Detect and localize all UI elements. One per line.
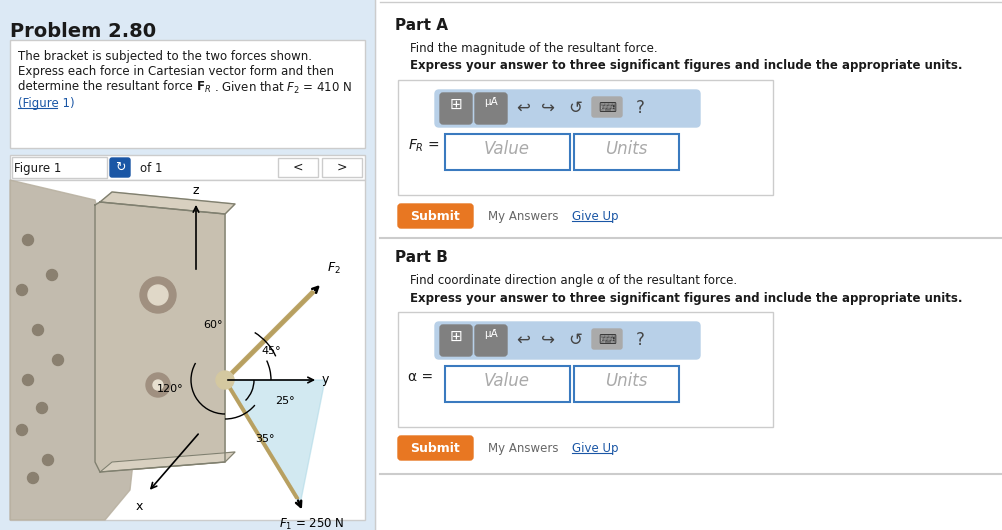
Text: 120°: 120° — [157, 384, 183, 394]
Text: ?: ? — [635, 99, 644, 117]
FancyBboxPatch shape — [398, 204, 473, 228]
Text: $F_1$ = 250 N: $F_1$ = 250 N — [279, 517, 345, 530]
Text: determine the resultant force: determine the resultant force — [18, 80, 196, 93]
Text: Units: Units — [605, 372, 647, 390]
Text: The bracket is subjected to the two forces shown.: The bracket is subjected to the two forc… — [18, 50, 312, 63]
Text: of 1: of 1 — [140, 162, 162, 175]
Text: 25°: 25° — [275, 396, 295, 406]
Text: ⌨: ⌨ — [598, 334, 616, 347]
Text: Units: Units — [605, 140, 647, 158]
Text: ↪: ↪ — [541, 99, 555, 117]
Text: Find the magnitude of the resultant force.: Find the magnitude of the resultant forc… — [410, 42, 657, 55]
Bar — [445, 134, 570, 170]
Text: μȦ: μȦ — [484, 97, 498, 107]
Bar — [398, 312, 773, 427]
FancyBboxPatch shape — [592, 329, 622, 349]
Text: ↩: ↩ — [516, 331, 530, 349]
Text: Value: Value — [484, 372, 530, 390]
Text: μȦ: μȦ — [484, 329, 498, 339]
Text: ⊞: ⊞ — [450, 329, 462, 344]
FancyBboxPatch shape — [475, 325, 507, 356]
Text: Express each force in Cartesian vector form and then: Express each force in Cartesian vector f… — [18, 65, 334, 78]
Circle shape — [32, 324, 43, 335]
Circle shape — [16, 425, 27, 436]
Polygon shape — [95, 202, 225, 472]
FancyBboxPatch shape — [592, 97, 622, 117]
Polygon shape — [225, 380, 325, 505]
Bar — [12, 157, 107, 178]
Bar — [322, 158, 362, 177]
Text: ⊞: ⊞ — [450, 97, 462, 112]
Text: <: < — [293, 161, 304, 173]
Text: $F_2$: $F_2$ — [327, 261, 341, 276]
Circle shape — [46, 269, 57, 280]
Polygon shape — [10, 180, 140, 520]
Text: ↺: ↺ — [568, 331, 582, 349]
Text: ⌨: ⌨ — [598, 102, 616, 115]
Circle shape — [16, 285, 27, 296]
Text: ↺: ↺ — [568, 99, 582, 117]
Text: Submit: Submit — [410, 442, 460, 455]
Text: $\mathbf{F}_{R}$: $\mathbf{F}_{R}$ — [196, 80, 211, 95]
Circle shape — [22, 234, 33, 245]
Bar — [574, 134, 679, 170]
Bar — [278, 158, 318, 177]
Text: >: > — [337, 161, 348, 173]
Text: α =: α = — [408, 370, 433, 384]
Bar — [574, 366, 679, 402]
Text: Express your answer to three significant figures and include the appropriate uni: Express your answer to three significant… — [410, 59, 963, 72]
FancyBboxPatch shape — [435, 90, 700, 127]
Bar — [398, 80, 773, 195]
Text: Part A: Part A — [395, 18, 448, 33]
Circle shape — [140, 277, 176, 313]
Text: Problem 2.80: Problem 2.80 — [10, 22, 156, 41]
Text: ↪: ↪ — [541, 331, 555, 349]
Text: ↩: ↩ — [516, 99, 530, 117]
Circle shape — [22, 375, 33, 385]
FancyBboxPatch shape — [110, 158, 130, 177]
Text: $F_R$ =: $F_R$ = — [408, 138, 440, 154]
Text: My Answers: My Answers — [488, 442, 558, 455]
Bar — [445, 366, 570, 402]
Text: z: z — [192, 184, 199, 197]
Text: ?: ? — [635, 331, 644, 349]
Text: (Figure 1): (Figure 1) — [18, 97, 74, 110]
Text: Submit: Submit — [410, 210, 460, 223]
Circle shape — [153, 380, 163, 390]
Circle shape — [52, 355, 63, 366]
Text: 35°: 35° — [255, 434, 275, 444]
Text: ↻: ↻ — [115, 161, 125, 173]
Text: Figure 1: Figure 1 — [14, 162, 61, 175]
Text: . Given that $F_2$ = 410 N: . Given that $F_2$ = 410 N — [214, 80, 353, 96]
Circle shape — [216, 371, 234, 389]
FancyBboxPatch shape — [440, 325, 472, 356]
Text: Value: Value — [484, 140, 530, 158]
Text: Find coordinate direction angle α of the resultant force.: Find coordinate direction angle α of the… — [410, 274, 737, 287]
FancyBboxPatch shape — [398, 436, 473, 460]
Bar — [10, 40, 365, 148]
FancyBboxPatch shape — [435, 322, 700, 359]
Text: Express your answer to three significant figures and include the appropriate uni: Express your answer to three significant… — [410, 292, 963, 305]
Circle shape — [42, 455, 53, 465]
Circle shape — [146, 373, 170, 397]
Text: My Answers: My Answers — [488, 210, 558, 223]
Text: 60°: 60° — [203, 320, 222, 330]
Text: Give Up: Give Up — [572, 210, 618, 223]
Circle shape — [27, 473, 38, 483]
Polygon shape — [100, 452, 235, 472]
Text: y: y — [322, 374, 330, 386]
Text: x: x — [135, 500, 143, 513]
Circle shape — [36, 402, 47, 413]
Polygon shape — [100, 192, 235, 214]
Text: 45°: 45° — [261, 346, 281, 356]
FancyBboxPatch shape — [475, 93, 507, 124]
FancyBboxPatch shape — [440, 93, 472, 124]
Text: Give Up: Give Up — [572, 442, 618, 455]
Bar — [0, 0, 375, 530]
Bar — [10, 155, 365, 180]
Bar — [10, 180, 365, 520]
Text: Part B: Part B — [395, 250, 448, 265]
Circle shape — [148, 285, 168, 305]
